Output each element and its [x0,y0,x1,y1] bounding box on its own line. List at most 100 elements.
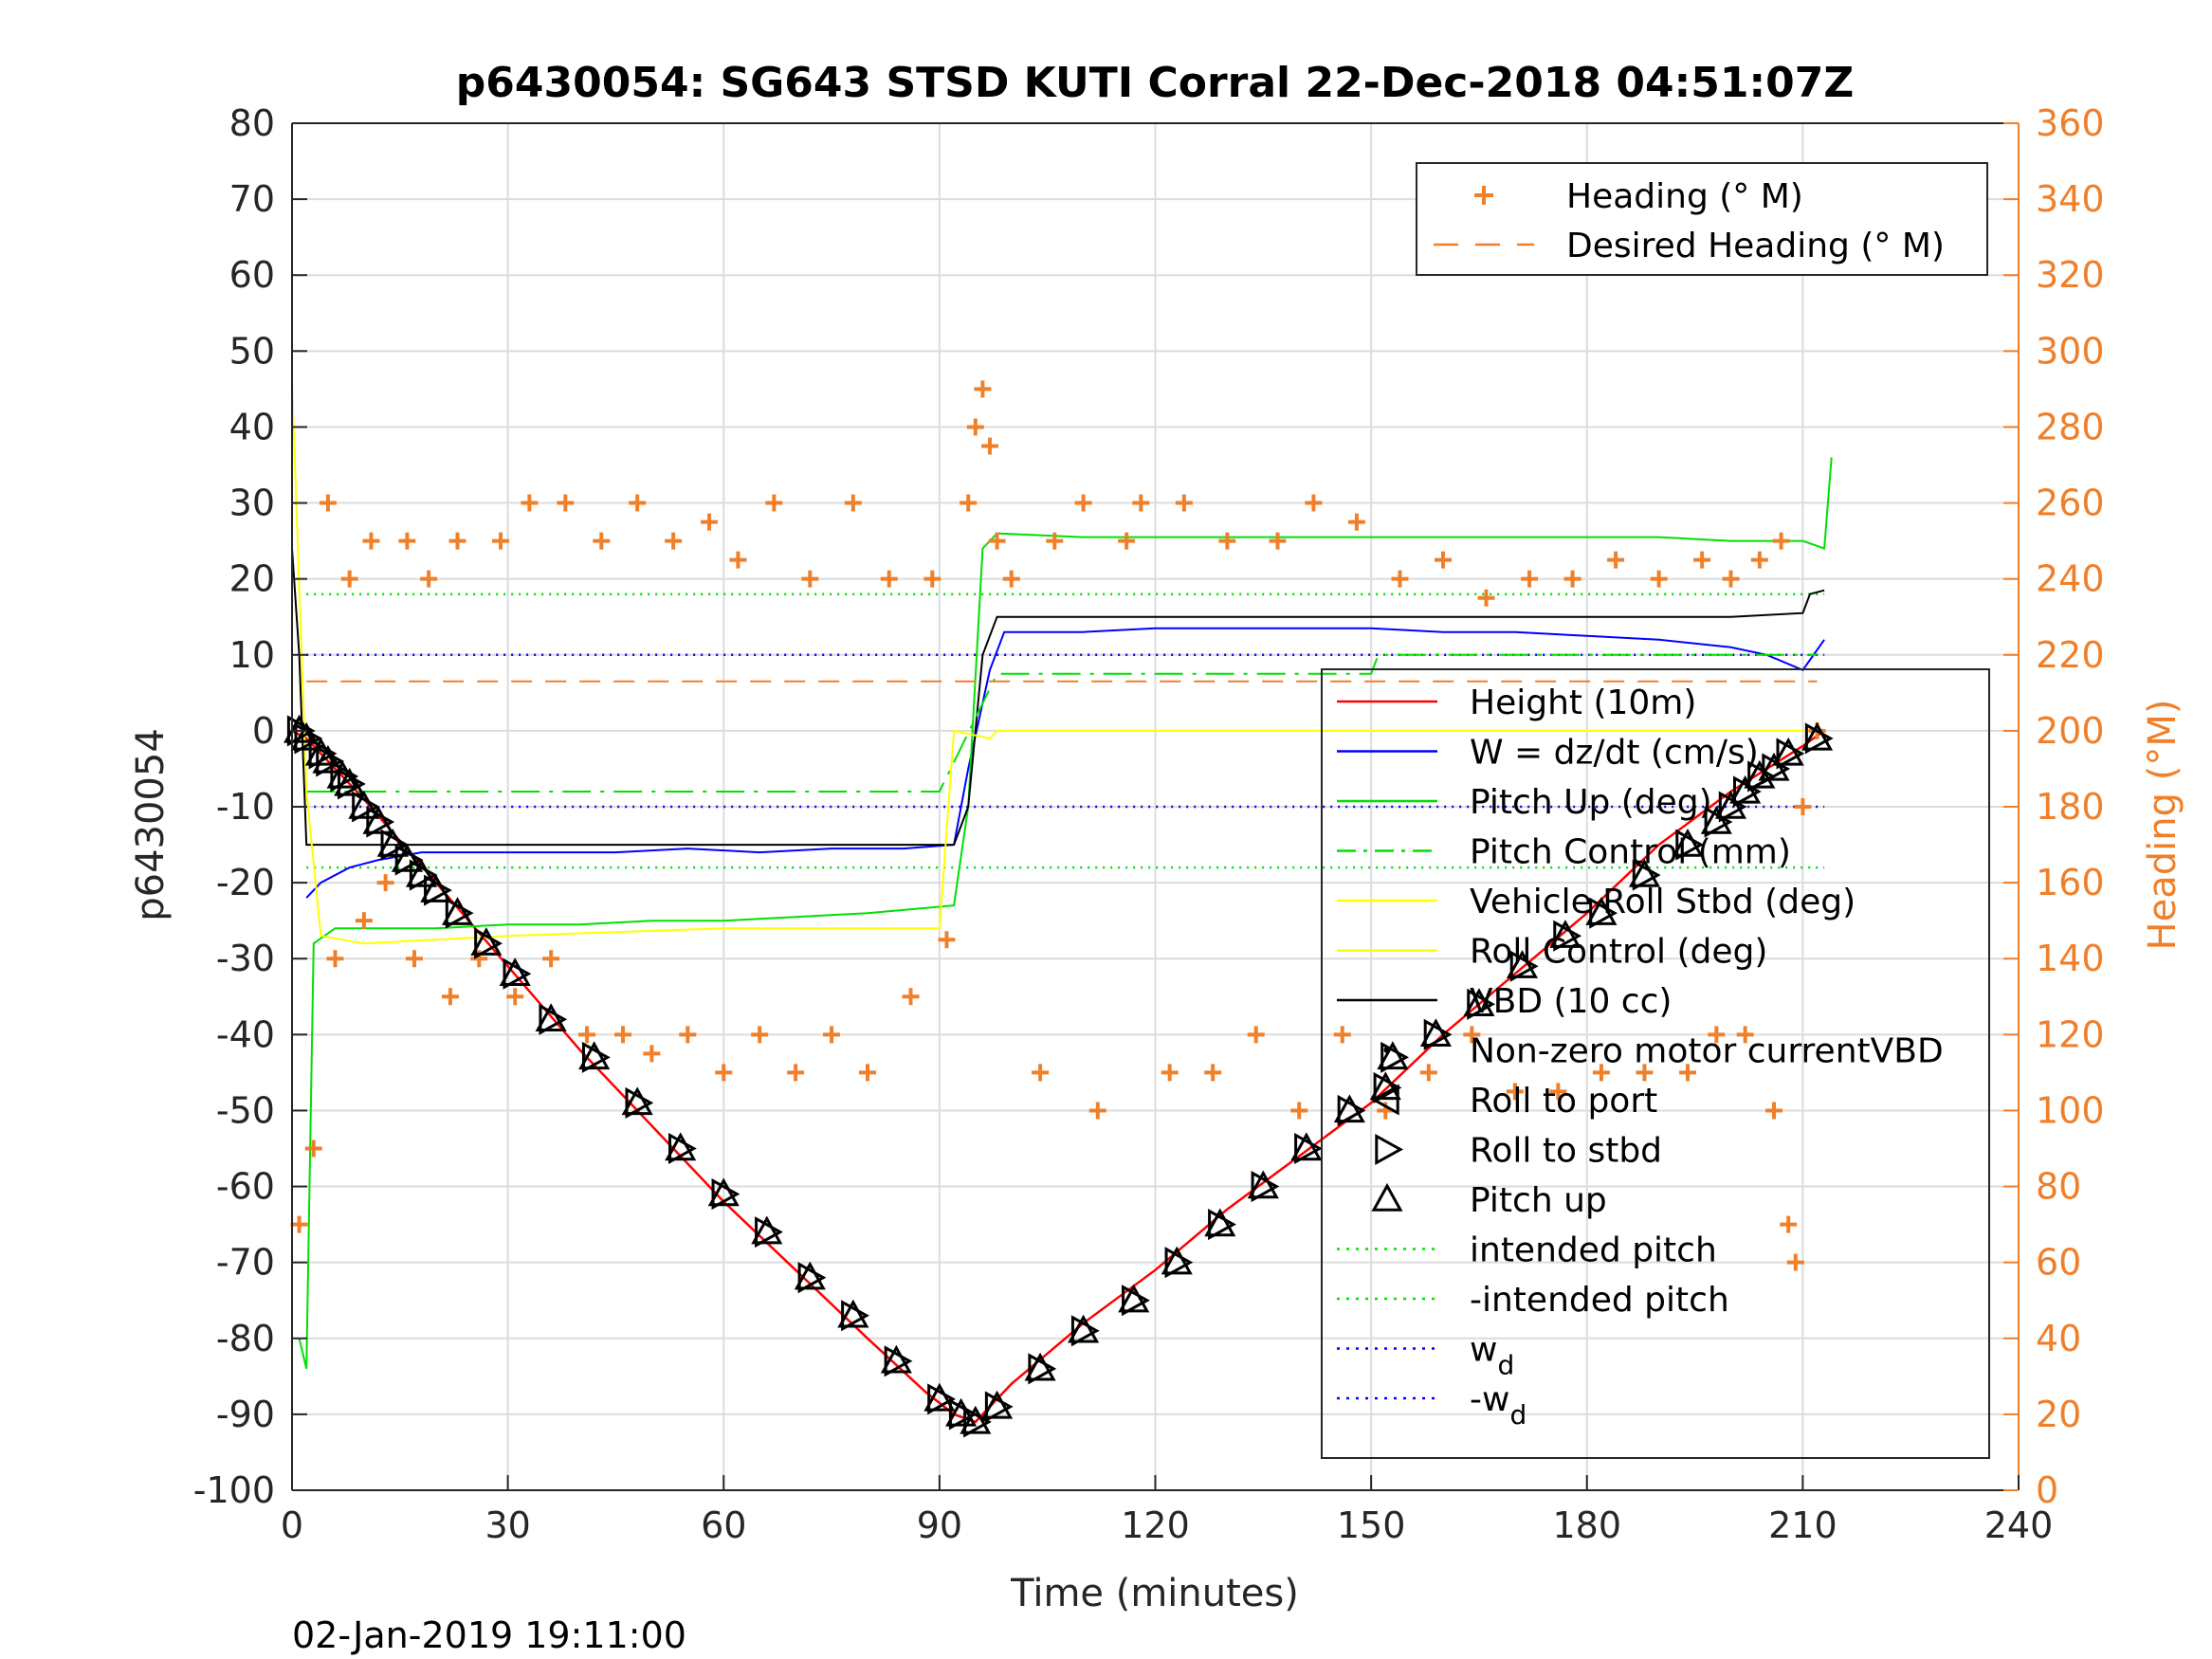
y-tick-label: 80 [229,102,275,144]
heading-point [1204,1064,1222,1082]
roll-marker [1589,897,1618,929]
roll-marker [1164,1247,1194,1279]
heading-point [398,532,416,550]
roll-marker [1251,1171,1280,1203]
y-right-tick-label: 220 [2036,634,2105,676]
heading-point [938,931,956,949]
heading-point [1780,1215,1798,1233]
legend-main-label: Non-zero motor currentVBD [1470,1032,1944,1071]
pitch-up-marker [1729,775,1762,804]
pitch-up-marker [1204,1208,1236,1237]
heading-point [506,988,524,1006]
roll-marker [1380,1041,1409,1073]
heading-point [1563,570,1581,588]
y-right-tick-label: 180 [2036,786,2105,828]
pitch-up-marker [981,1390,1014,1419]
pitch-up-marker [1714,790,1747,819]
pitch-up-marker [376,828,409,857]
heading-point [1736,1026,1754,1044]
roll-marker [1776,738,1805,770]
legend-glyph [1371,1182,1403,1212]
heading-point [679,1026,697,1044]
heading-point [787,1064,805,1082]
pitch-up-marker [1672,828,1704,857]
pitch-up-marker [1463,988,1495,1016]
roll-marker [581,1041,611,1073]
y-right-tick-label: 260 [2036,483,2105,524]
legend-top-box [1416,162,1988,276]
pitch-up-marker [1628,859,1660,887]
pitch-up-marker [1068,1314,1100,1343]
y-right-tick-label: 60 [2036,1242,2081,1284]
roll-marker [409,859,438,891]
pitch-up-marker [441,897,474,925]
legend-main-label: intended pitch [1470,1231,1717,1270]
pitch-up-marker [1772,737,1804,766]
legend-main: Height (10m) W = dz/dt (cm/s) Pitch Up (de… [1321,668,1990,1459]
heading-point [980,437,998,455]
y-axis-label: p6430054 [129,728,173,921]
heading-point [448,532,466,550]
roll-marker [424,874,452,906]
heading-point [1794,798,1812,815]
roll-marker [1208,1209,1236,1241]
y-right-tick-label: 0 [2036,1469,2058,1511]
heading-point [1693,551,1711,569]
heading-point [801,570,819,588]
roll-marker [948,1398,978,1431]
heading-point [1132,494,1150,512]
y-right-tick-label: 20 [2036,1394,2081,1435]
roll-marker [984,1391,1014,1423]
marker-layer [283,714,1834,1438]
legend-glyph [1383,1047,1391,1053]
x-tick-label: 180 [1552,1504,1621,1546]
y-axis-right-label: Heading (°M) [2141,700,2185,951]
heading-point [542,950,560,968]
heading-point [304,1139,322,1158]
roll-marker [668,1132,697,1165]
pitch-up-marker [348,790,380,819]
legend-main-label: Vehicle Roll Stbd (deg) [1470,883,1856,921]
axes [291,122,2020,1491]
y-tick-label: -90 [216,1394,275,1435]
y-tick-label: -40 [216,1013,275,1055]
x-tick-label: 90 [917,1504,962,1546]
pitch-up-marker [1419,1018,1452,1048]
heading-point [1786,1253,1804,1271]
roll-marker [625,1086,654,1119]
heading-point [1290,1102,1308,1120]
y-right-tick-label: 160 [2036,862,2105,903]
legend-main-label: Height (10m) [1470,684,1696,722]
y-tick-label: -60 [216,1166,275,1208]
heading-point [1247,1026,1265,1044]
heading-point [1435,551,1452,569]
y-tick-label: -50 [216,1089,275,1131]
pitch-up-marker [499,957,531,986]
y-tick-label: -100 [193,1469,275,1511]
heading-point [729,551,747,569]
x-axis-label: Time (minutes) [1010,1572,1299,1615]
roll-marker [963,1406,992,1438]
heading-point [557,494,575,512]
y-right-tick-label: 100 [2036,1089,2105,1131]
heading-point [1333,1026,1351,1044]
roll-marker [338,768,366,800]
heading-point [701,513,719,531]
pitch-up-marker [665,1132,697,1161]
y-tick-label: -30 [216,938,275,979]
heading-point [420,570,438,588]
roll-marker [316,745,345,777]
x-tick-label: 0 [281,1504,303,1546]
x-tick-label: 240 [1984,1504,2054,1546]
y-tick-label: -70 [216,1242,275,1284]
heading-point [1463,1026,1481,1044]
heading-point [880,570,898,588]
pitch-up-marker [1024,1352,1056,1381]
pitch-up-marker [290,721,322,751]
pitch-up-marker [751,1215,783,1245]
x-tick-label: 60 [701,1504,746,1546]
heading-point [1708,1026,1726,1044]
legend-main-box [1321,668,1990,1459]
roll-marker [884,1345,913,1377]
pitch-up-marker [1247,1170,1279,1199]
